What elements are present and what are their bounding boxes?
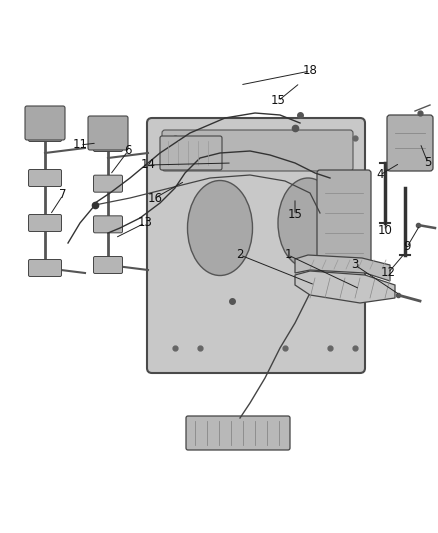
Text: 10: 10 [378, 224, 392, 238]
Text: 18: 18 [303, 64, 318, 77]
FancyBboxPatch shape [28, 260, 61, 277]
Text: 11: 11 [73, 139, 88, 151]
FancyBboxPatch shape [147, 118, 365, 373]
Text: 13: 13 [138, 216, 152, 230]
FancyBboxPatch shape [160, 136, 222, 170]
Text: 15: 15 [288, 208, 302, 222]
FancyBboxPatch shape [162, 130, 353, 171]
FancyBboxPatch shape [93, 134, 123, 151]
FancyBboxPatch shape [88, 116, 128, 150]
Text: 14: 14 [141, 158, 155, 172]
FancyBboxPatch shape [387, 115, 433, 171]
Text: 2: 2 [236, 248, 244, 262]
Text: 6: 6 [124, 144, 132, 157]
FancyBboxPatch shape [28, 214, 61, 231]
Text: 12: 12 [381, 266, 396, 279]
Ellipse shape [187, 181, 252, 276]
FancyBboxPatch shape [93, 175, 123, 192]
Text: 3: 3 [351, 259, 359, 271]
FancyBboxPatch shape [25, 106, 65, 140]
FancyBboxPatch shape [93, 216, 123, 233]
Text: 5: 5 [424, 157, 432, 169]
Text: 9: 9 [403, 240, 411, 254]
Polygon shape [295, 255, 390, 281]
Text: 1: 1 [284, 248, 292, 262]
FancyBboxPatch shape [93, 256, 123, 273]
Polygon shape [295, 271, 395, 303]
FancyBboxPatch shape [28, 169, 61, 187]
FancyBboxPatch shape [186, 416, 290, 450]
Text: 7: 7 [59, 189, 67, 201]
Text: 15: 15 [271, 94, 286, 108]
FancyBboxPatch shape [317, 170, 371, 266]
FancyBboxPatch shape [28, 125, 61, 141]
Text: 16: 16 [148, 191, 162, 205]
Ellipse shape [278, 178, 338, 268]
Text: 4: 4 [376, 168, 384, 182]
